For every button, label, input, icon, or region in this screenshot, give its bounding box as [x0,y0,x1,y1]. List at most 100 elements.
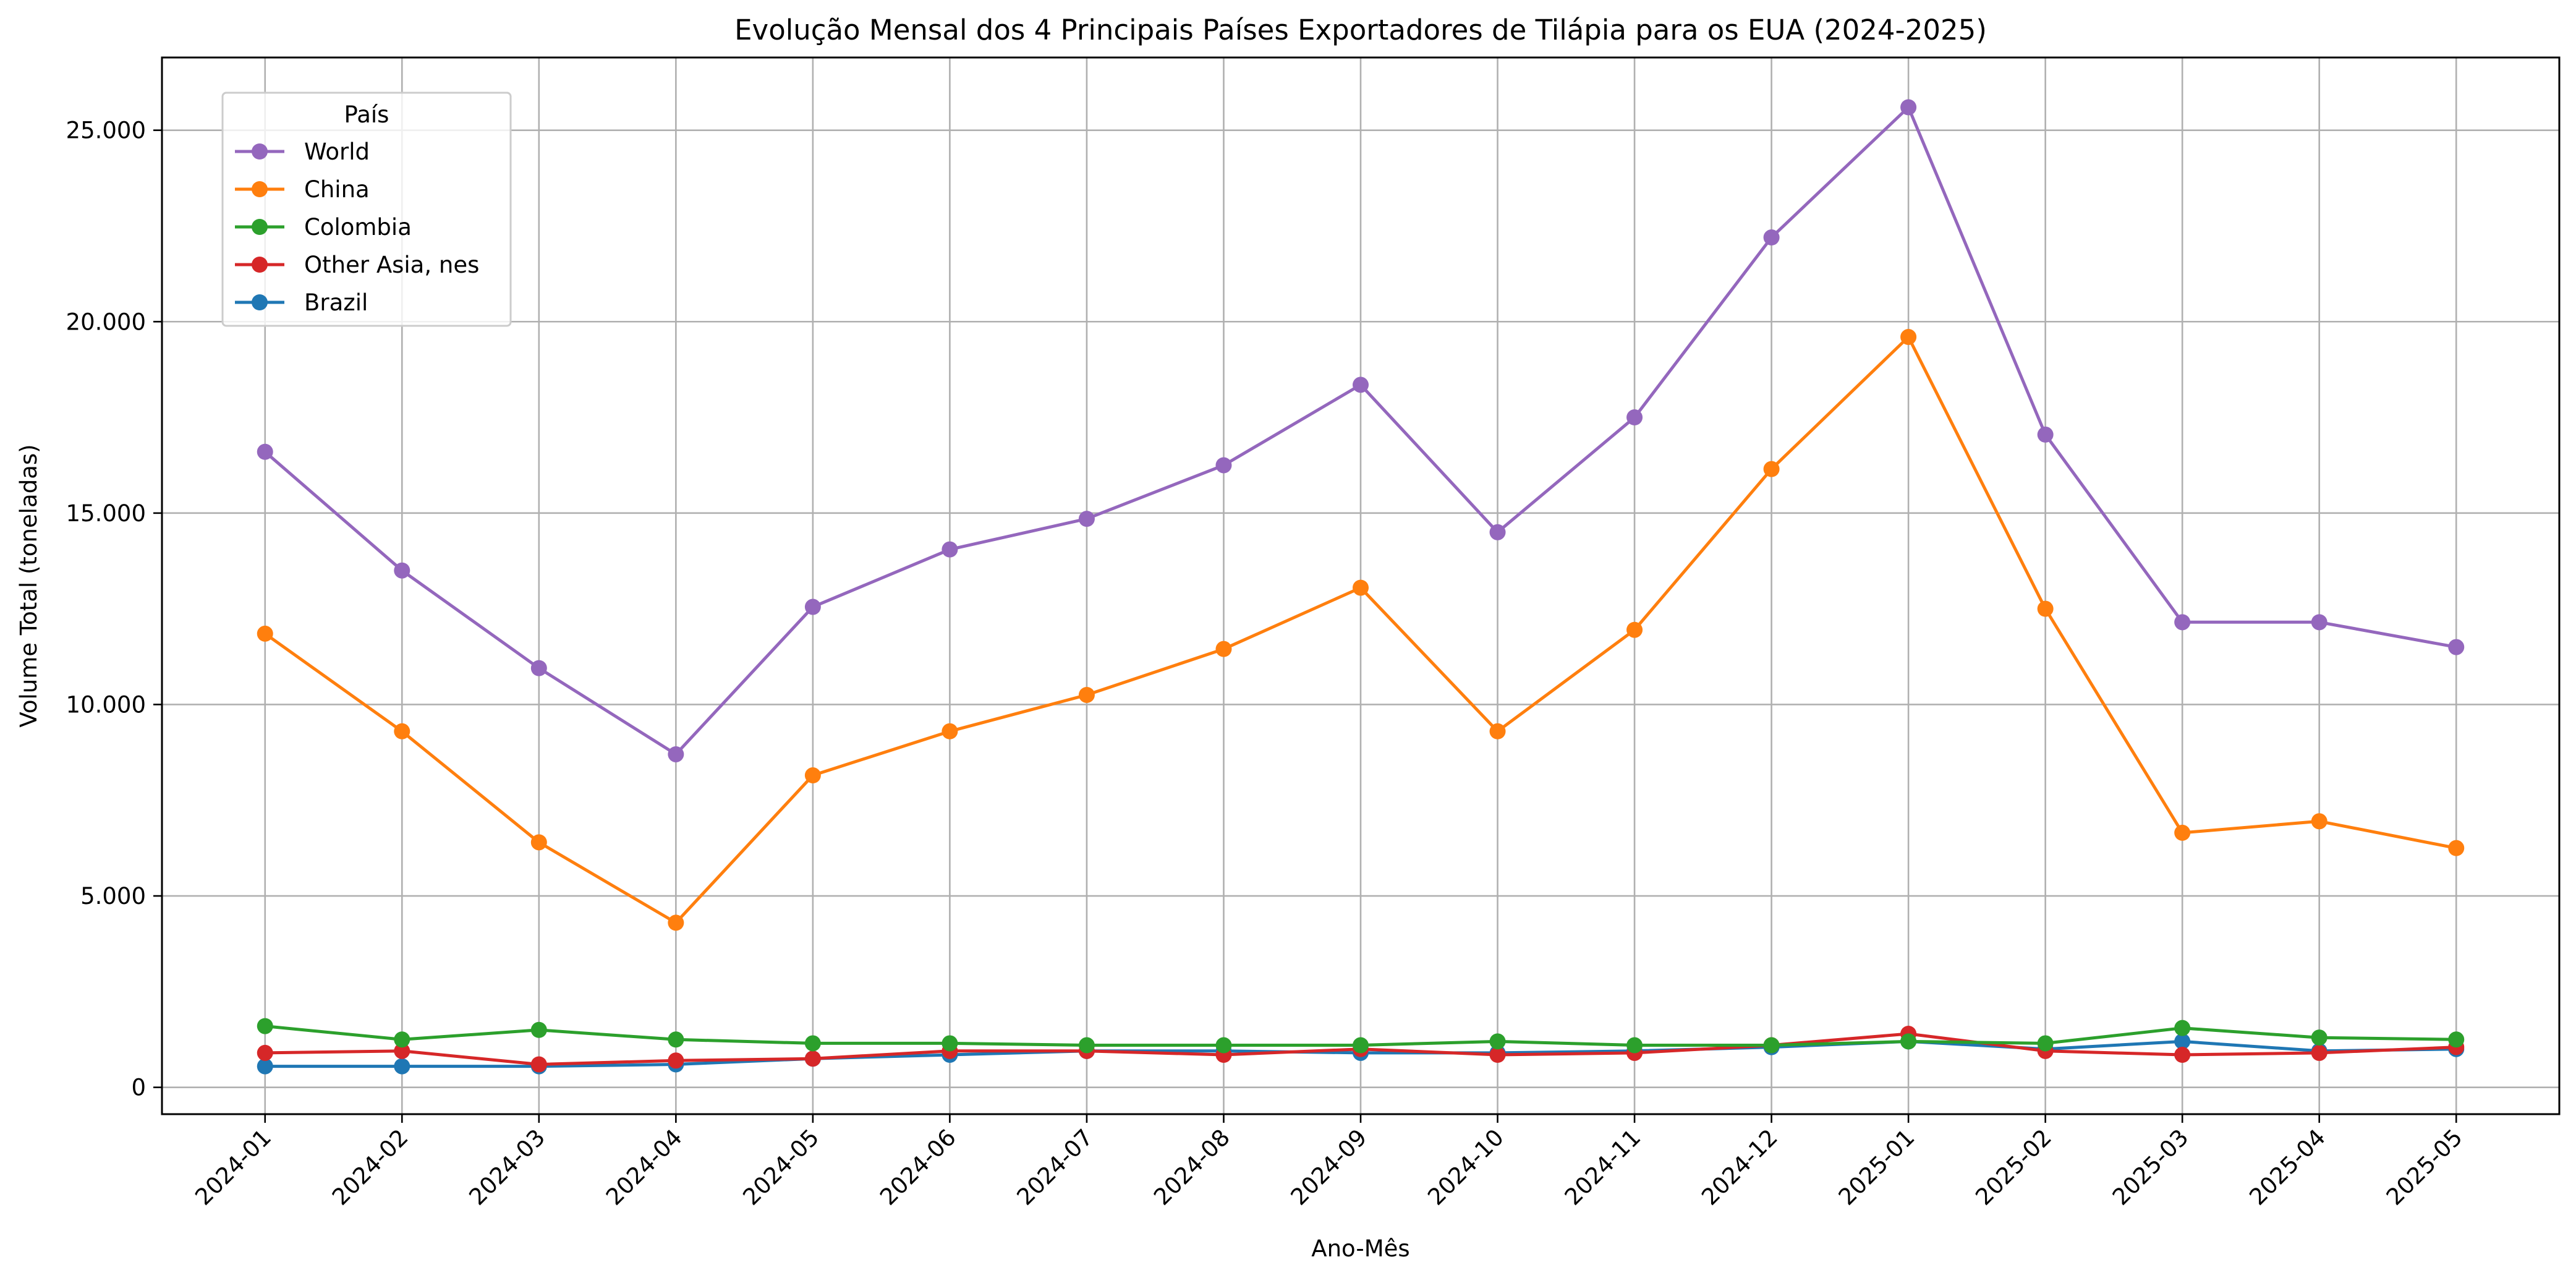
data-point-china [2037,600,2054,617]
data-point-china [1353,579,1369,596]
x-tick-label: 2024-10 [1422,1124,1509,1211]
legend-marker [252,143,268,160]
data-point-world [1078,511,1095,527]
data-point-colombia [2174,1020,2191,1036]
data-point-colombia [1078,1037,1095,1054]
data-point-colombia [804,1035,821,1052]
data-point-world [2448,639,2465,655]
grid-lines [162,58,2559,1114]
data-point-colombia [257,1018,273,1034]
data-point-world [2037,426,2054,443]
x-tick-label: 2024-02 [327,1124,414,1211]
data-point-china [668,914,684,931]
legend-item-brazil: Brazil [235,289,368,316]
data-point-colombia [2037,1035,2054,1052]
data-point-china [257,625,273,642]
data-point-china [1489,723,1506,739]
y-tick-label: 0 [131,1075,146,1101]
data-point-brazil [2174,1033,2191,1050]
x-tick-label: 2024-04 [601,1124,687,1211]
x-tick-label: 2024-07 [1012,1124,1099,1211]
data-point-world [804,599,821,615]
series-china [257,329,2465,931]
data-point-world [257,443,273,460]
data-point-other-asia-nes [2311,1044,2327,1061]
y-tick-label: 25.000 [66,117,146,144]
y-axis-ticks: 0 5.000 10.000 15.000 20.000 25.000 [66,117,162,1101]
y-tick-label: 20.000 [66,309,146,335]
series-layer [257,99,2465,1075]
data-point-colombia [1489,1033,1506,1050]
x-tick-label: 2024-11 [1560,1124,1646,1211]
legend-item-other-asia-nes: Other Asia, nes [235,252,479,278]
legend-label: Brazil [304,289,368,316]
data-point-world [1763,229,1780,246]
y-axis-title: Volume Total (toneladas) [15,444,42,727]
legend-label: Colombia [304,214,412,241]
x-tick-label: 2024-03 [464,1124,550,1211]
y-tick-label: 5.000 [80,883,146,910]
data-point-other-asia-nes [530,1056,547,1073]
data-point-other-asia-nes [1489,1047,1506,1063]
data-point-other-asia-nes [394,1042,410,1059]
data-point-colombia [1900,1033,1917,1050]
data-point-world [1626,409,1643,426]
data-point-china [1626,621,1643,638]
legend-marker [252,219,268,235]
data-point-colombia [1626,1037,1643,1054]
data-point-world [668,746,684,762]
x-tick-label: 2024-05 [738,1124,825,1211]
legend-marker [252,294,268,310]
y-tick-label: 10.000 [66,691,146,718]
data-point-colombia [530,1021,547,1038]
data-point-other-asia-nes [668,1052,684,1069]
data-point-world [2174,614,2191,631]
data-point-china [804,767,821,784]
data-point-colombia [394,1031,410,1048]
data-point-other-asia-nes [804,1050,821,1067]
data-point-world [942,541,958,558]
data-point-china [1215,641,1232,657]
data-point-china [530,834,547,851]
data-point-world [1353,377,1369,393]
data-point-colombia [942,1035,958,1052]
legend-item-colombia: Colombia [235,214,412,241]
x-tick-label: 2025-03 [2107,1124,2194,1211]
data-point-world [1900,99,1917,116]
data-point-china [1763,461,1780,477]
legend: País World China Colombia Other Asia, nes Br… [221,92,512,327]
x-tick-label: 2024-06 [875,1124,961,1211]
x-tick-label: 2025-04 [2244,1124,2331,1211]
data-point-colombia [1215,1037,1232,1054]
legend-marker [252,257,268,273]
data-point-other-asia-nes [257,1044,273,1061]
data-point-world [2311,614,2327,631]
x-axis-ticks: 2024-01 2024-02 2024-03 2024-04 2024-05 2024-… [190,1114,2468,1211]
data-point-colombia [2311,1029,2327,1046]
data-point-world [1489,524,1506,540]
legend-label: World [304,138,370,165]
data-point-china [394,723,410,739]
legend-marker [252,181,268,197]
data-point-world [394,562,410,579]
legend-label: China [304,176,370,203]
series-colombia [257,1018,2465,1054]
data-point-colombia [668,1031,684,1048]
x-tick-label: 2024-09 [1286,1124,1372,1211]
data-point-brazil [394,1058,410,1075]
series-world [257,99,2465,762]
x-axis-title: Ano-Mês [1311,1235,1409,1262]
data-point-china [2174,824,2191,841]
data-point-china [1078,686,1095,703]
x-tick-label: 2025-05 [2381,1124,2468,1211]
legend-title: País [344,101,389,128]
data-point-brazil [257,1058,273,1075]
data-point-world [530,660,547,676]
legend-item-world: World [235,138,370,165]
data-point-colombia [2448,1031,2465,1048]
x-tick-label: 2024-08 [1149,1124,1235,1211]
data-point-colombia [1763,1037,1780,1054]
data-point-china [942,723,958,739]
